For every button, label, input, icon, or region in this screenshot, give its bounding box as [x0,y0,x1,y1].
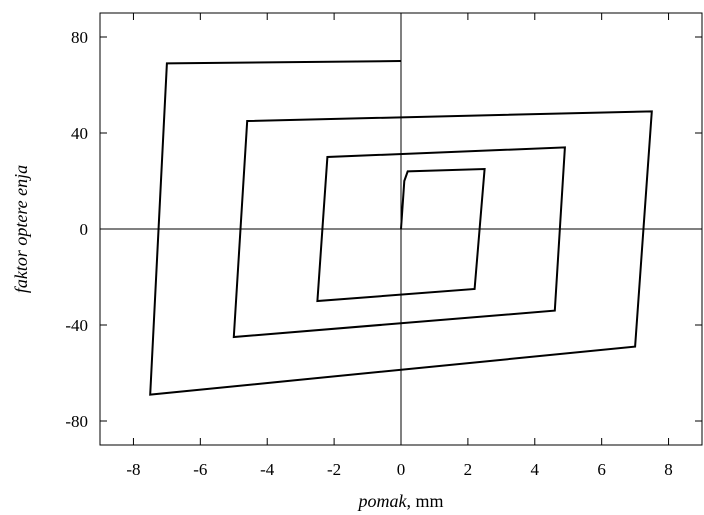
x-axis-title: pomak, mm [356,491,443,511]
y-tick-label: 0 [80,220,89,239]
x-axis-title-unit: , mm [406,491,443,511]
x-tick-label: -6 [193,460,207,479]
x-tick-label: -8 [126,460,140,479]
y-tick-label: 80 [71,28,88,47]
x-axis-title-italic: pomak [356,491,407,511]
x-tick-label: 0 [397,460,406,479]
y-axis-title: faktor optere enja [11,165,31,293]
series-line [149,60,653,396]
x-tick-label: 4 [531,460,540,479]
x-tick-label: -2 [327,460,341,479]
tick-labels: -8 -6 -4 -2 0 2 4 6 8 -80 -40 0 40 80 [65,28,672,479]
series-layer [149,60,653,396]
x-tick-label: -4 [260,460,275,479]
y-tick-label: -40 [65,316,88,335]
x-tick-label: 2 [464,460,473,479]
axis-ticks [100,13,702,445]
x-tick-label: 8 [664,460,673,479]
x-tick-label: 6 [597,460,606,479]
y-tick-label: 40 [71,124,88,143]
y-tick-label: -80 [65,412,88,431]
